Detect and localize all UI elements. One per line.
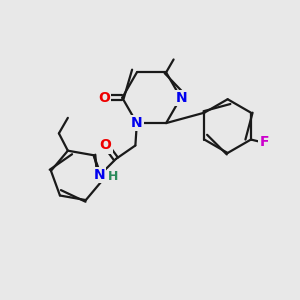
Text: H: H [108, 170, 118, 183]
Text: N: N [176, 91, 187, 105]
Text: N: N [94, 168, 105, 182]
Text: N: N [131, 116, 143, 130]
Text: F: F [260, 135, 269, 149]
Text: O: O [98, 91, 110, 105]
Text: O: O [100, 139, 111, 152]
